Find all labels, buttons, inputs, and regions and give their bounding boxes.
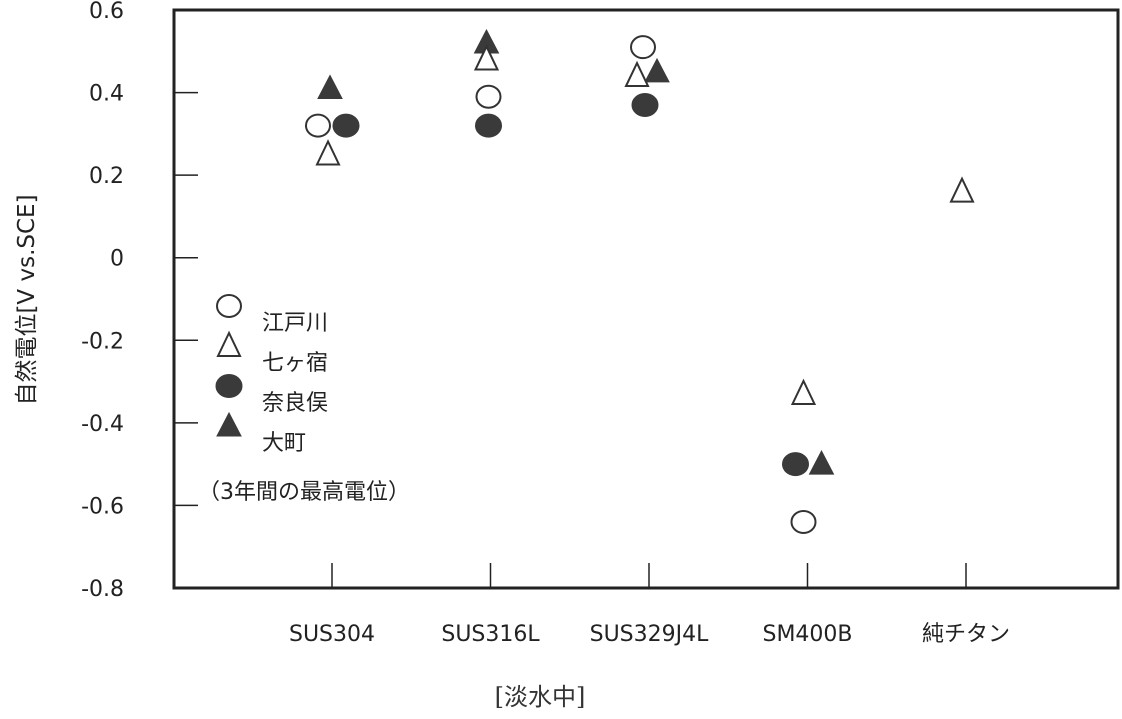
legend-entry: 江戸川: [262, 311, 328, 336]
legend-marker: [216, 411, 242, 437]
x-tick-label: 純チタン: [922, 622, 1010, 647]
data-point-triangle-open: [790, 378, 817, 405]
legend-marker: [216, 294, 242, 318]
plot-frame: [172, 8, 1120, 590]
data-point-circle-open: [630, 35, 656, 60]
data-point-triangle-filled: [808, 450, 835, 475]
data-point-circle-open: [305, 113, 331, 138]
data-point-triangle-open: [473, 44, 500, 71]
x-axis-label: [淡水中]: [495, 683, 586, 711]
data-point-triangle-filled: [644, 57, 670, 83]
y-tick-label: -0.4: [81, 412, 124, 437]
y-tick-label: -0.8: [81, 577, 124, 602]
x-tick-label: SM400B: [762, 622, 852, 647]
y-tick-label: 0: [110, 247, 124, 272]
data-point-circle-filled: [475, 113, 502, 138]
data-point-circle-filled: [631, 92, 659, 117]
x-tick-label: SUS316L: [441, 622, 540, 647]
x-axis-ticks: SUS304 SUS316L SUS329J4L SM400B 純チタン: [289, 563, 1010, 647]
data-point-triangle-open: [315, 139, 341, 166]
legend-note: （3年間の最高電位）: [198, 480, 410, 505]
data-points: [305, 28, 975, 534]
data-point-triangle-open: [949, 176, 975, 203]
legend-entry: 奈良俣: [262, 391, 328, 416]
legend-marker: [216, 330, 242, 357]
y-tick-label: 0.4: [89, 82, 124, 107]
legend-marker: [215, 374, 243, 398]
y-axis-label: 自然電位[V vs.SCE]: [14, 194, 40, 405]
data-point-circle-filled: [332, 113, 360, 138]
data-point-circle-filled: [782, 452, 809, 477]
data-point-circle-open: [475, 84, 502, 109]
y-tick-label: 0.6: [89, 0, 124, 24]
data-point-triangle-filled: [317, 74, 343, 99]
legend-entry: 大町: [262, 431, 306, 456]
x-tick-label: SUS329J4L: [590, 622, 710, 647]
legend-entry: 七ヶ宿: [262, 351, 328, 376]
y-tick-label: -0.2: [81, 329, 124, 354]
y-tick-label: -0.6: [81, 494, 124, 519]
x-tick-label: SUS304: [289, 622, 375, 647]
data-point-circle-open: [790, 509, 817, 534]
y-axis-ticks: 0.6 0.4 0.2 0 -0.2 -0.4 -0.6 -0.8: [81, 0, 198, 602]
y-tick-label: 0.2: [89, 164, 124, 189]
data-point-triangle-open: [624, 60, 650, 88]
